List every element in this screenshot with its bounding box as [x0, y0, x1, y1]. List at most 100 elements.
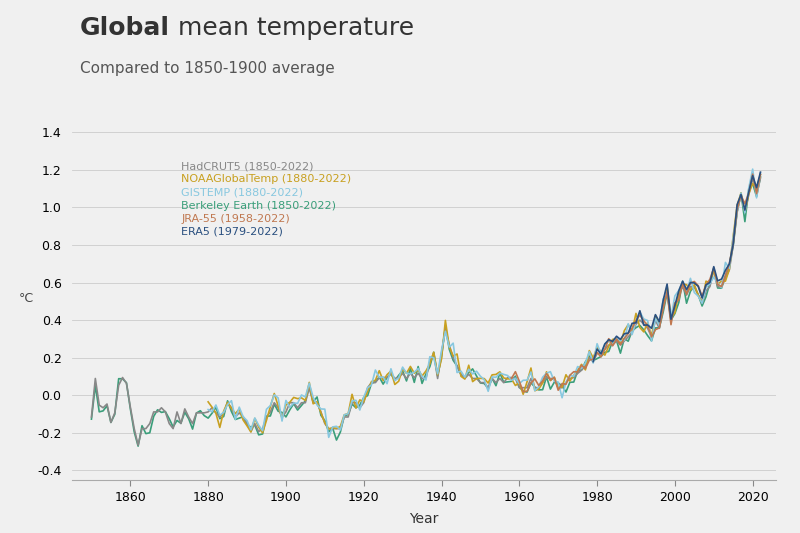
- ERA5 (1979-2022): [619, 330, 629, 337]
- ERA5 (1979-2022): [748, 173, 758, 179]
- ERA5 (1979-2022): [717, 276, 726, 282]
- ERA5 (1979-2022): [736, 191, 746, 198]
- Text: HadCRUT5 (1850-2022): HadCRUT5 (1850-2022): [181, 161, 314, 171]
- GISTEMP (1880-2022): [351, 397, 361, 403]
- HadCRUT5 (1850-2022): [414, 370, 423, 377]
- Text: mean temperature: mean temperature: [170, 16, 414, 40]
- ERA5 (1979-2022): [623, 330, 633, 336]
- JRA-55 (1958-2022): [506, 375, 516, 382]
- HadCRUT5 (1850-2022): [756, 175, 766, 181]
- X-axis label: Year: Year: [410, 512, 438, 526]
- HadCRUT5 (1850-2022): [86, 414, 96, 420]
- GISTEMP (1880-2022): [452, 369, 462, 376]
- JRA-55 (1958-2022): [756, 171, 766, 177]
- ERA5 (1979-2022): [654, 319, 664, 325]
- NOAAGlobalTemp (1880-2022): [203, 399, 213, 405]
- GISTEMP (1880-2022): [203, 406, 213, 413]
- ERA5 (1979-2022): [635, 308, 645, 314]
- ERA5 (1979-2022): [596, 351, 606, 357]
- ERA5 (1979-2022): [744, 189, 754, 195]
- ERA5 (1979-2022): [674, 288, 683, 294]
- ERA5 (1979-2022): [639, 322, 649, 328]
- ERA5 (1979-2022): [721, 267, 730, 273]
- ERA5 (1979-2022): [662, 281, 672, 287]
- JRA-55 (1958-2022): [725, 261, 734, 267]
- GISTEMP (1880-2022): [324, 434, 334, 441]
- HadCRUT5 (1850-2022): [335, 425, 345, 432]
- Y-axis label: °C: °C: [18, 292, 34, 305]
- ERA5 (1979-2022): [725, 261, 734, 267]
- Text: ERA5 (1979-2022): ERA5 (1979-2022): [181, 227, 283, 237]
- ERA5 (1979-2022): [666, 316, 676, 322]
- ERA5 (1979-2022): [698, 295, 707, 301]
- ERA5 (1979-2022): [682, 286, 691, 293]
- NOAAGlobalTemp (1880-2022): [258, 430, 267, 436]
- Text: GISTEMP (1880-2022): GISTEMP (1880-2022): [181, 188, 303, 197]
- HadCRUT5 (1850-2022): [456, 371, 466, 377]
- Berkeley Earth (1850-2022): [414, 364, 423, 370]
- HadCRUT5 (1850-2022): [600, 346, 610, 352]
- HadCRUT5 (1850-2022): [686, 284, 695, 290]
- Berkeley Earth (1850-2022): [686, 288, 695, 294]
- ERA5 (1979-2022): [705, 279, 714, 286]
- ERA5 (1979-2022): [670, 302, 680, 309]
- ERA5 (1979-2022): [732, 201, 742, 208]
- ERA5 (1979-2022): [686, 279, 695, 286]
- JRA-55 (1958-2022): [639, 318, 649, 324]
- JRA-55 (1958-2022): [748, 171, 758, 177]
- Berkeley Earth (1850-2022): [600, 349, 610, 356]
- Line: NOAAGlobalTemp (1880-2022): NOAAGlobalTemp (1880-2022): [208, 175, 761, 433]
- Line: GISTEMP (1880-2022): GISTEMP (1880-2022): [208, 169, 761, 438]
- GISTEMP (1880-2022): [748, 166, 758, 172]
- Berkeley Earth (1850-2022): [577, 367, 586, 373]
- NOAAGlobalTemp (1880-2022): [250, 415, 260, 422]
- GISTEMP (1880-2022): [222, 401, 232, 408]
- JRA-55 (1958-2022): [744, 190, 754, 196]
- NOAAGlobalTemp (1880-2022): [756, 172, 766, 178]
- Berkeley Earth (1850-2022): [456, 372, 466, 378]
- Berkeley Earth (1850-2022): [756, 174, 766, 180]
- ERA5 (1979-2022): [658, 297, 668, 303]
- ERA5 (1979-2022): [752, 184, 762, 191]
- ERA5 (1979-2022): [643, 322, 653, 328]
- ERA5 (1979-2022): [678, 278, 687, 284]
- ERA5 (1979-2022): [729, 241, 738, 247]
- GISTEMP (1880-2022): [250, 415, 260, 421]
- Line: JRA-55 (1958-2022): JRA-55 (1958-2022): [511, 174, 761, 392]
- GISTEMP (1880-2022): [433, 370, 442, 377]
- ERA5 (1979-2022): [588, 358, 598, 365]
- HadCRUT5 (1850-2022): [748, 175, 758, 181]
- ERA5 (1979-2022): [600, 341, 610, 347]
- Line: HadCRUT5 (1850-2022): HadCRUT5 (1850-2022): [91, 178, 761, 445]
- JRA-55 (1958-2022): [585, 357, 594, 364]
- ERA5 (1979-2022): [690, 280, 699, 286]
- GISTEMP (1880-2022): [756, 169, 766, 176]
- ERA5 (1979-2022): [631, 320, 641, 326]
- NOAAGlobalTemp (1880-2022): [222, 399, 232, 406]
- JRA-55 (1958-2022): [616, 342, 626, 348]
- HadCRUT5 (1850-2022): [577, 367, 586, 374]
- Berkeley Earth (1850-2022): [86, 416, 96, 422]
- JRA-55 (1958-2022): [518, 389, 528, 395]
- ERA5 (1979-2022): [701, 281, 710, 288]
- ERA5 (1979-2022): [612, 333, 622, 340]
- ERA5 (1979-2022): [646, 325, 656, 332]
- ERA5 (1979-2022): [627, 320, 637, 327]
- HadCRUT5 (1850-2022): [134, 442, 143, 448]
- ERA5 (1979-2022): [650, 311, 660, 318]
- Text: Compared to 1850-1900 average: Compared to 1850-1900 average: [80, 61, 334, 76]
- GISTEMP (1880-2022): [394, 375, 403, 381]
- Berkeley Earth (1850-2022): [134, 443, 143, 449]
- ERA5 (1979-2022): [608, 338, 618, 345]
- NOAAGlobalTemp (1880-2022): [394, 378, 403, 384]
- ERA5 (1979-2022): [713, 278, 722, 284]
- ERA5 (1979-2022): [709, 263, 718, 270]
- Berkeley Earth (1850-2022): [335, 429, 345, 435]
- Text: Global: Global: [80, 16, 170, 40]
- JRA-55 (1958-2022): [569, 368, 578, 375]
- ERA5 (1979-2022): [616, 336, 626, 343]
- ERA5 (1979-2022): [694, 283, 703, 289]
- NOAAGlobalTemp (1880-2022): [351, 405, 361, 411]
- Line: ERA5 (1979-2022): ERA5 (1979-2022): [593, 172, 761, 361]
- Line: Berkeley Earth (1850-2022): Berkeley Earth (1850-2022): [91, 177, 761, 446]
